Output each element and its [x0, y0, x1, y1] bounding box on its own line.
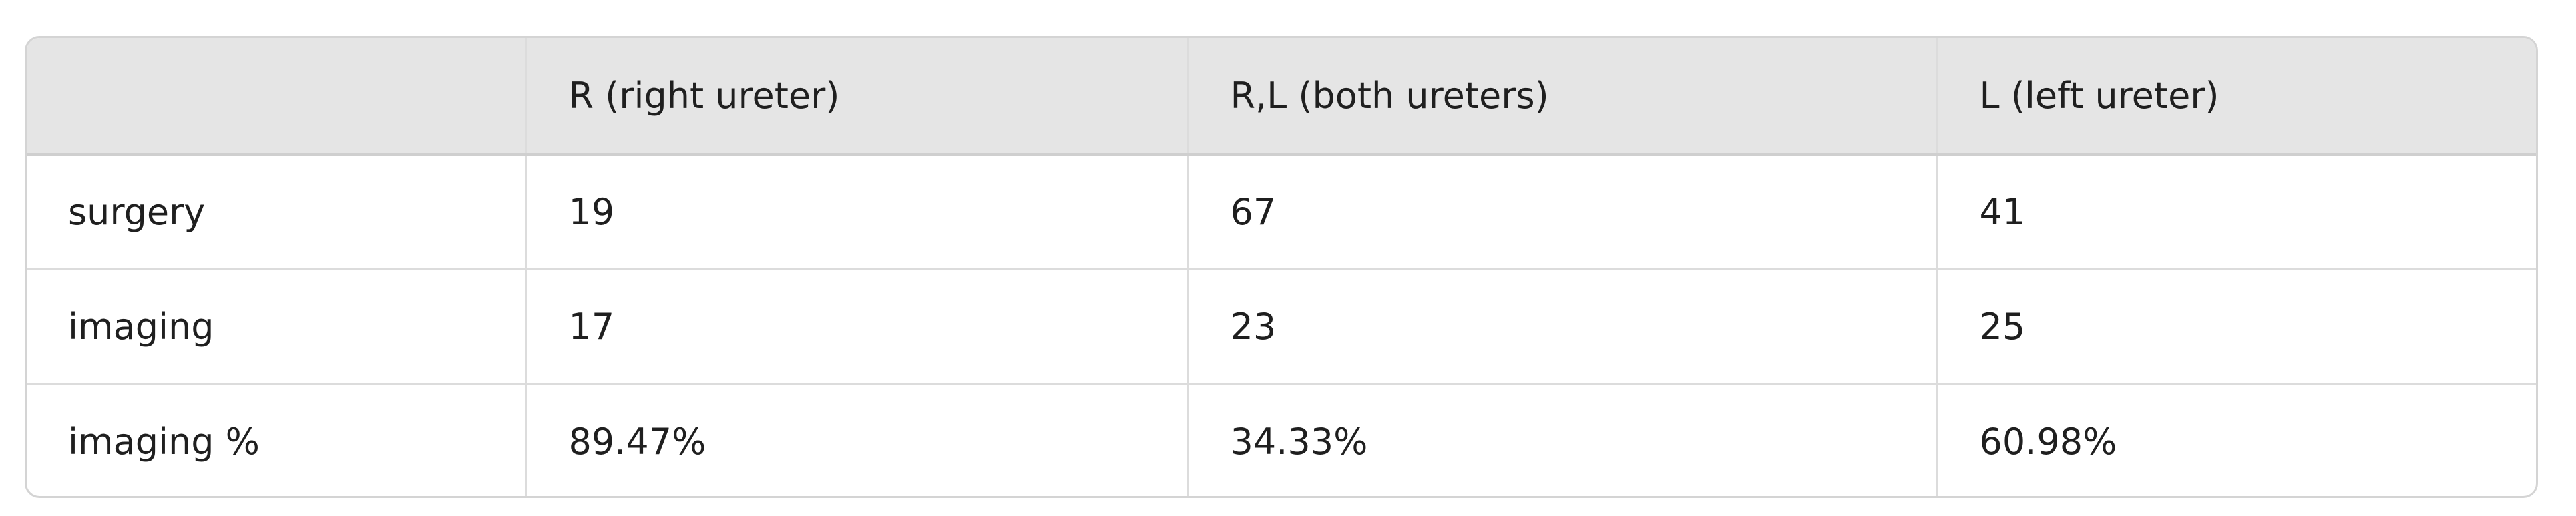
- table-header-row: R (right ureter) R,L (both ureters) L (l…: [27, 38, 2536, 156]
- table-cell: 23: [1188, 269, 1938, 385]
- table-row: imaging 17 23 25: [27, 269, 2536, 385]
- table-cell: 41: [1937, 154, 2536, 270]
- table-cell: 60.98%: [1979, 421, 2117, 463]
- header-cell-right-ureter: R (right ureter): [526, 38, 1189, 156]
- table-row: imaging % 89.47% 34.33% 60.98%: [27, 384, 2536, 496]
- table-cell: 34.33%: [1188, 384, 1938, 496]
- header-cell-empty: [27, 38, 527, 156]
- row-label: imaging: [27, 269, 527, 385]
- table-cell: 19: [526, 154, 1189, 270]
- header-cell-left-ureter: L (left ureter): [1937, 38, 2536, 156]
- table-cell: 67: [1188, 154, 1938, 270]
- row-label: surgery: [27, 154, 527, 270]
- table-cell: 89.47%: [526, 384, 1189, 496]
- data-table-container: R (right ureter) R,L (both ureters) L (l…: [25, 36, 2538, 498]
- row-label: imaging %: [27, 384, 527, 496]
- table-cell: 25: [1937, 269, 2536, 385]
- table-row: surgery 19 67 41: [27, 154, 2536, 270]
- header-cell-both-ureters: R,L (both ureters): [1188, 38, 1938, 156]
- data-table: R (right ureter) R,L (both ureters) L (l…: [27, 38, 2536, 496]
- table-cell: 17: [526, 269, 1189, 385]
